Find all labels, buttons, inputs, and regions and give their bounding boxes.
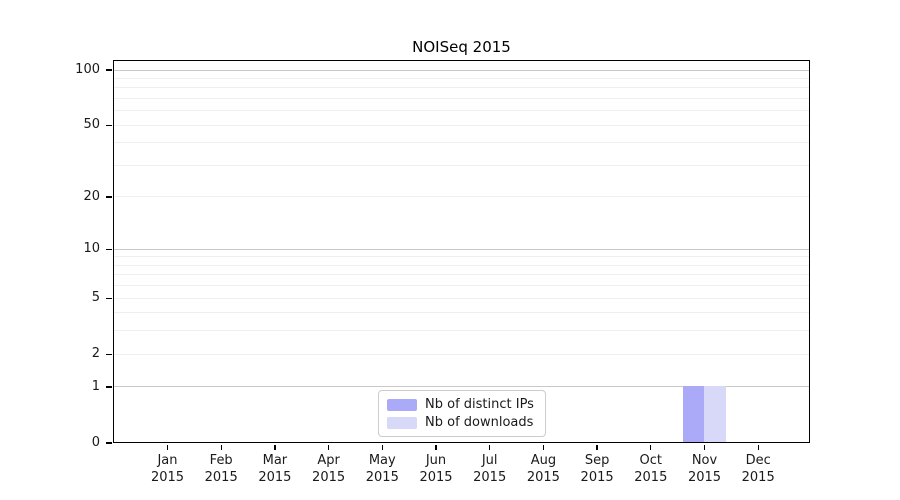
x-tick-label: Nov 2015	[687, 453, 722, 485]
legend-item-distinct-ips: Nb of distinct IPs	[387, 397, 537, 412]
x-tick-label: Mar 2015	[258, 453, 292, 485]
x-tick	[596, 444, 598, 450]
y-gridline-minor	[114, 297, 809, 299]
y-gridline-minor	[114, 110, 809, 112]
x-tick-label: Dec 2015	[741, 453, 775, 485]
x-tick	[166, 444, 169, 450]
y-gridline-minor	[114, 97, 809, 99]
y-tick-label: 2	[91, 346, 100, 362]
y-tick-label: 0	[91, 435, 100, 450]
x-tick	[327, 444, 330, 450]
x-tick-label: Jun 2015	[419, 453, 453, 485]
x-tick-label: Sep 2015	[580, 453, 614, 485]
y-tick-label: 1	[91, 378, 100, 394]
y-tick	[105, 196, 112, 198]
y-tick-label: 5	[91, 290, 100, 306]
y-gridline-minor	[114, 330, 809, 332]
y-gridline-minor	[114, 256, 809, 258]
y-tick	[105, 124, 112, 126]
y-gridline-minor	[114, 142, 809, 144]
legend-item-downloads: Nb of downloads	[387, 415, 537, 430]
x-tick	[703, 444, 706, 450]
y-tick-label: 20	[83, 188, 100, 204]
x-tick	[435, 444, 437, 450]
x-tick-label: Apr 2015	[312, 453, 346, 485]
x-tick	[489, 444, 491, 450]
legend: Nb of distinct IPs Nb of downloads	[378, 390, 546, 437]
x-tick	[542, 444, 545, 450]
y-gridline-minor	[114, 274, 809, 276]
y-gridline-minor	[114, 196, 809, 198]
y-gridline-minor	[114, 164, 809, 166]
legend-swatch-distinct-ips	[387, 398, 417, 411]
y-tick	[105, 297, 112, 299]
y-gridline-minor	[114, 353, 809, 355]
y-tick-label: 50	[83, 117, 100, 133]
legend-label-distinct-ips: Nb of distinct IPs	[425, 397, 534, 412]
y-gridline-minor	[114, 77, 809, 79]
y-tick	[105, 442, 112, 444]
chart-title: NOISeq 2015	[412, 38, 511, 56]
x-tick	[757, 444, 759, 450]
x-tick-label: Jul 2015	[473, 453, 507, 485]
x-tick-label: Oct 2015	[634, 453, 668, 485]
y-gridline-major	[114, 386, 809, 388]
legend-label-downloads: Nb of downloads	[425, 415, 534, 430]
bar-nb-of-distinct-ips	[682, 385, 704, 442]
legend-swatch-downloads	[387, 416, 417, 429]
x-tick	[650, 444, 652, 450]
y-tick	[105, 386, 112, 388]
y-gridline-major	[114, 69, 809, 71]
y-tick	[105, 353, 112, 355]
x-tick	[274, 444, 276, 450]
bar-nb-of-downloads	[704, 385, 726, 442]
x-tick-label: Jan 2015	[150, 453, 185, 485]
y-tick-label: 10	[83, 241, 100, 257]
y-tick-label: 100	[75, 62, 100, 77]
y-gridline-minor	[114, 124, 809, 126]
y-gridline-minor	[114, 312, 809, 314]
x-tick	[220, 444, 222, 450]
x-tick	[381, 444, 383, 450]
x-tick-label: May 2015	[365, 453, 399, 485]
y-gridline-minor	[114, 87, 809, 89]
x-tick-label: Feb 2015	[204, 453, 238, 485]
plot-area	[113, 60, 810, 443]
y-gridline-minor	[114, 264, 809, 266]
x-tick-label: Aug 2015	[526, 453, 560, 485]
y-tick	[105, 69, 112, 71]
y-gridline-minor	[114, 285, 809, 287]
y-tick	[105, 248, 112, 250]
y-gridline-major	[114, 248, 809, 250]
